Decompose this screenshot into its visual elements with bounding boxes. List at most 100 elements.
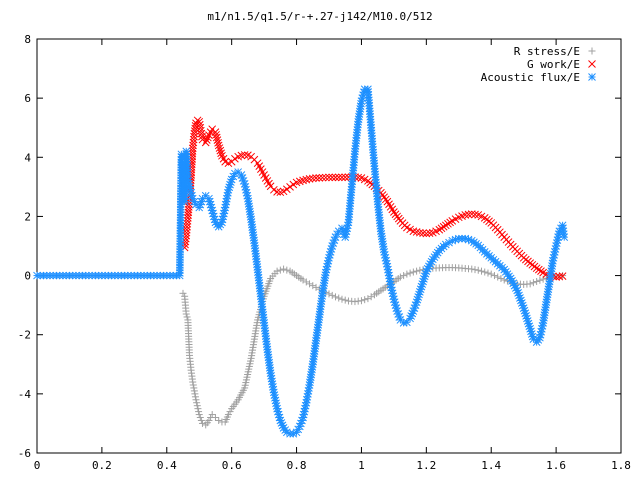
y-tick-label: -2 bbox=[18, 329, 31, 342]
data-point bbox=[529, 279, 537, 287]
x-tick-label: 0.2 bbox=[92, 459, 112, 472]
data-point bbox=[477, 267, 485, 275]
x-tick-label: 0.6 bbox=[222, 459, 242, 472]
data-point bbox=[415, 228, 424, 237]
x-tick-label: 0 bbox=[34, 459, 41, 472]
data-point bbox=[208, 206, 217, 215]
data-point bbox=[183, 313, 191, 321]
data-point bbox=[191, 393, 199, 401]
data-point bbox=[328, 291, 336, 299]
legend-marker bbox=[588, 73, 596, 81]
data-point bbox=[425, 229, 434, 237]
data-point bbox=[413, 267, 421, 275]
data-point bbox=[451, 235, 460, 244]
data-point bbox=[276, 266, 284, 274]
data-point bbox=[308, 174, 317, 183]
data-point bbox=[309, 282, 317, 290]
data-point bbox=[185, 180, 193, 188]
data-point bbox=[193, 399, 201, 407]
data-point bbox=[464, 210, 473, 219]
data-point bbox=[403, 270, 411, 278]
data-point bbox=[229, 172, 238, 181]
y-tick-label: -4 bbox=[18, 388, 32, 401]
y-tick-label: 0 bbox=[24, 270, 31, 283]
data-point bbox=[481, 268, 489, 276]
data-point bbox=[190, 387, 198, 395]
data-point bbox=[471, 210, 479, 219]
data-point bbox=[400, 272, 408, 280]
data-point bbox=[189, 378, 197, 386]
data-point bbox=[195, 408, 203, 416]
data-point bbox=[240, 151, 249, 159]
y-tick-label: 2 bbox=[24, 210, 31, 223]
x-tick-label: 1.2 bbox=[416, 459, 436, 472]
data-point bbox=[560, 233, 569, 241]
data-point bbox=[211, 414, 219, 422]
data-point bbox=[182, 310, 190, 318]
data-point bbox=[214, 138, 222, 147]
data-point bbox=[497, 275, 505, 283]
data-point bbox=[526, 280, 534, 288]
data-point bbox=[555, 272, 564, 281]
legend-marker bbox=[588, 47, 596, 55]
data-point bbox=[487, 270, 495, 278]
data-point bbox=[273, 188, 281, 196]
data-point bbox=[357, 297, 365, 305]
data-point bbox=[198, 419, 206, 427]
data-point bbox=[335, 294, 343, 302]
data-point bbox=[461, 211, 470, 219]
data-point bbox=[419, 229, 427, 237]
data-point bbox=[280, 265, 288, 273]
data-point bbox=[205, 416, 213, 424]
data-point bbox=[217, 149, 225, 158]
data-point bbox=[341, 296, 349, 304]
data-point bbox=[389, 292, 398, 301]
data-point bbox=[214, 141, 223, 150]
data-point bbox=[334, 173, 343, 182]
data-point bbox=[215, 416, 223, 424]
data-point bbox=[286, 183, 294, 191]
data-point bbox=[494, 273, 502, 281]
data-point bbox=[325, 173, 333, 182]
y-tick-label: 4 bbox=[24, 151, 31, 164]
x-tick-label: 1.8 bbox=[611, 459, 631, 472]
y-axis: -6 -4 -2 0 2 4 6 8 bbox=[18, 33, 621, 460]
data-point bbox=[197, 416, 205, 424]
data-point bbox=[471, 266, 479, 274]
data-point bbox=[341, 173, 350, 182]
data-point bbox=[338, 173, 346, 182]
data-point bbox=[282, 185, 291, 194]
data-point bbox=[204, 133, 212, 142]
x-axis: 0 0.2 0.4 0.6 0.8 1 1.2 1.4 1.6 1.8 bbox=[34, 39, 631, 472]
data-point bbox=[312, 283, 320, 291]
data-point bbox=[190, 384, 198, 392]
data-point bbox=[396, 273, 404, 281]
data-point bbox=[321, 173, 330, 182]
data-point bbox=[558, 272, 567, 281]
data-point bbox=[196, 414, 204, 422]
data-point bbox=[484, 269, 492, 277]
data-point bbox=[201, 138, 210, 147]
data-point bbox=[409, 268, 417, 276]
x-tick-label: 1 bbox=[358, 459, 365, 472]
data-point bbox=[208, 411, 216, 419]
legend-label: Acoustic flux/E bbox=[481, 71, 580, 84]
x-tick-label: 0.8 bbox=[287, 459, 307, 472]
data-point bbox=[226, 408, 234, 416]
data-point bbox=[194, 405, 202, 413]
data-point bbox=[224, 411, 232, 419]
data-point bbox=[193, 402, 201, 410]
data-point bbox=[536, 276, 544, 284]
data-point bbox=[189, 381, 197, 389]
y-tick-label: -6 bbox=[18, 447, 31, 460]
data-point bbox=[195, 411, 203, 419]
data-point bbox=[283, 266, 291, 274]
legend-marker bbox=[588, 60, 596, 68]
data-point bbox=[299, 413, 307, 422]
data-point bbox=[331, 173, 340, 182]
data-point bbox=[533, 277, 541, 285]
data-point bbox=[467, 210, 476, 218]
